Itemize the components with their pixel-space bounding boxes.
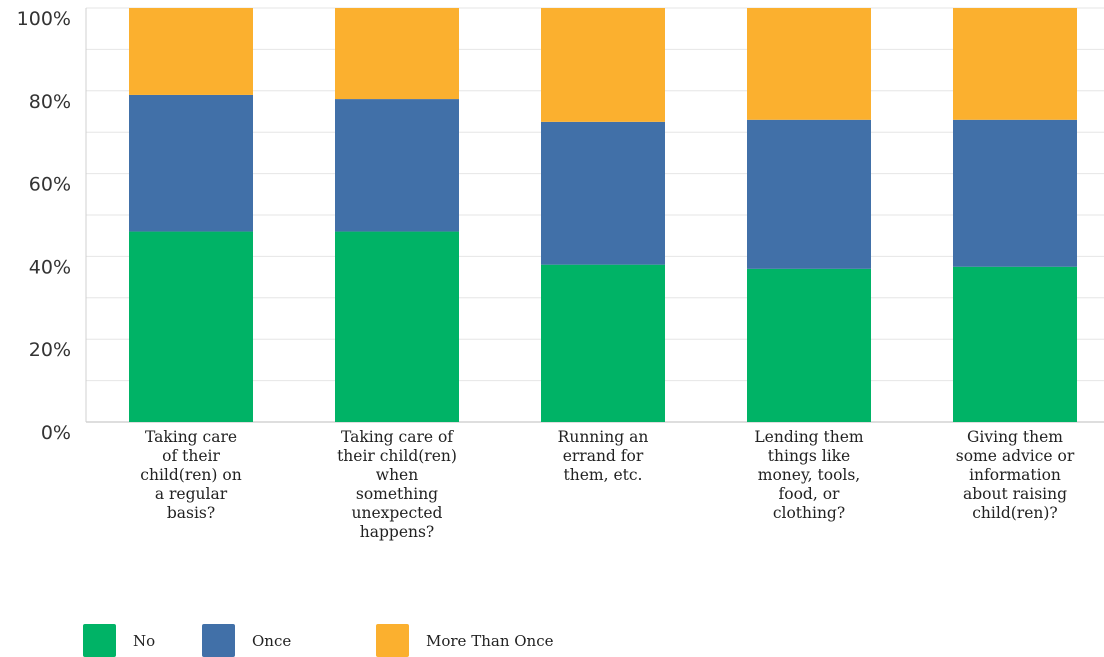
bar-segment-no [129, 231, 253, 422]
y-tick-label: 80% [29, 91, 71, 113]
legend-swatch-once [202, 624, 235, 657]
legend-item-no: No [83, 624, 155, 657]
legend-item-once: Once [202, 624, 291, 657]
legend-swatch-more-than-once [376, 624, 409, 657]
y-tick-label: 40% [29, 256, 71, 278]
y-axis: 0% 20% 40% 60% 80% 100% [17, 8, 71, 444]
legend-label-once: Once [252, 631, 292, 650]
bar-segment-once [335, 99, 459, 232]
bar-segment-once [541, 121, 665, 265]
bar-segment-no [541, 264, 665, 422]
x-tick-label: Taking care of their child(ren) when som… [337, 428, 457, 541]
legend-item-more-than-once: More Than Once [376, 624, 553, 657]
y-tick-label: 60% [29, 174, 71, 196]
bar-segment-more-than-once [953, 8, 1077, 120]
x-tick-label: Running an errand for them, etc. [557, 428, 649, 484]
bar-segment-no [953, 266, 1077, 422]
bar-segment-more-than-once [129, 8, 253, 95]
bar-segment-more-than-once [541, 8, 665, 122]
bar-segment-no [335, 231, 459, 422]
bar-segment-no [747, 268, 871, 422]
x-tick-label: Giving them some advice or information a… [955, 428, 1075, 522]
y-tick-label: 20% [29, 339, 71, 361]
y-tick-label: 0% [41, 422, 71, 444]
bar-segment-more-than-once [335, 8, 459, 100]
y-tick-label: 100% [17, 8, 71, 30]
legend-swatch-no [83, 624, 116, 657]
bar-segment-once [953, 119, 1077, 267]
legend-label-more-than-once: More Than Once [426, 631, 554, 650]
bar-segment-once [747, 119, 871, 269]
x-tick-label: Lending them things like money, tools, f… [754, 428, 864, 522]
legend-label-no: No [133, 631, 156, 650]
bar-segment-once [129, 94, 253, 232]
bar-segment-more-than-once [747, 8, 871, 120]
bars [129, 8, 1077, 422]
x-tick-label: Taking care of their child(ren) on a reg… [140, 428, 242, 522]
